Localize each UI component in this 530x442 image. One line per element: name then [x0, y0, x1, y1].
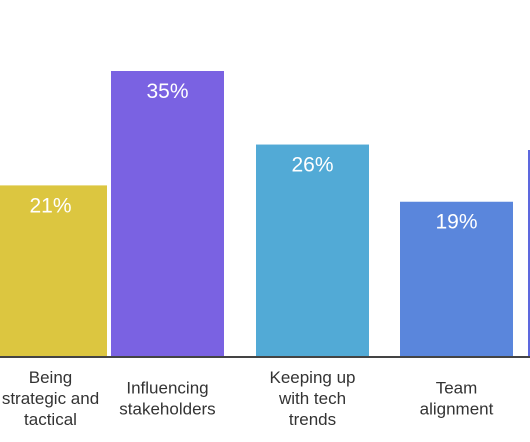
bar-3	[400, 201, 513, 357]
category-label-3-line-1: alignment	[420, 400, 494, 419]
bar-1	[111, 71, 224, 357]
category-label-3: Team alignment	[420, 379, 494, 419]
category-label-0-line-1: strategic and	[2, 389, 99, 408]
category-label-2-line-2: trends	[289, 410, 336, 429]
category-label-1-line-1: stakeholders	[119, 400, 215, 419]
category-label-1: Influencing stakeholders	[119, 379, 215, 419]
bar-2	[256, 144, 369, 357]
category-label-2-line-1: with tech	[278, 389, 346, 408]
bar-partial	[528, 150, 530, 357]
category-label-0-line-0: Being	[29, 368, 72, 387]
bar-0	[0, 185, 107, 357]
category-label-2-line-0: Keeping up	[269, 368, 355, 387]
category-label-0-line-2: tactical	[24, 410, 77, 429]
value-label-0: 21%	[29, 194, 71, 217]
category-label-0: Being strategic and tactical	[2, 368, 99, 429]
value-label-2: 26%	[291, 154, 333, 177]
category-label-2: Keeping up with tech trends	[269, 368, 355, 429]
category-label-3-line-0: Team	[436, 379, 478, 398]
value-label-1: 35%	[146, 80, 188, 103]
value-label-3: 19%	[435, 211, 477, 234]
category-label-1-line-0: Influencing	[126, 379, 208, 398]
